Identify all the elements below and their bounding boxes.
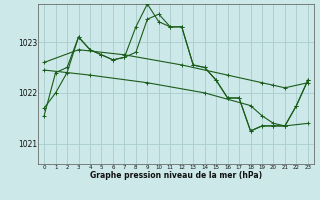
X-axis label: Graphe pression niveau de la mer (hPa): Graphe pression niveau de la mer (hPa)	[90, 171, 262, 180]
